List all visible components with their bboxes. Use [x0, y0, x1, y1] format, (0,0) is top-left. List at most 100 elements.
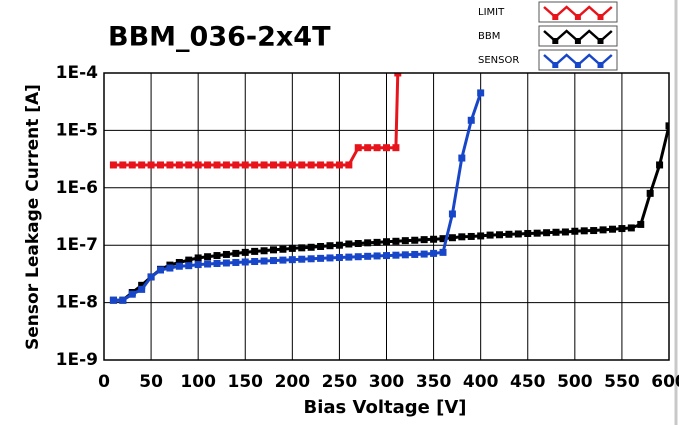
y-tick-label: 1E-5: [56, 120, 98, 140]
data-point: [458, 154, 466, 162]
data-point: [467, 232, 475, 240]
data-point: [524, 229, 532, 237]
data-point: [298, 255, 306, 263]
data-point: [458, 233, 466, 241]
data-point: [430, 235, 438, 243]
y-axis-title: Sensor Leakage Current [A]: [23, 84, 43, 350]
data-point: [270, 257, 277, 265]
legend-marker: [574, 38, 581, 44]
data-point: [533, 229, 541, 237]
data-point: [213, 161, 221, 169]
data-point: [175, 258, 183, 266]
x-tick-label: 250: [322, 372, 358, 392]
data-point: [204, 253, 212, 261]
x-tick-label: 350: [416, 372, 452, 392]
data-point: [241, 258, 249, 266]
x-tick-label: 150: [228, 372, 264, 392]
data-point: [326, 254, 334, 262]
data-point: [514, 230, 522, 238]
data-point: [411, 250, 419, 258]
data-point: [618, 225, 626, 233]
data-point: [335, 161, 343, 169]
data-point: [241, 161, 249, 169]
data-point: [185, 256, 193, 264]
data-point: [354, 253, 362, 261]
y-tick-label: 1E-9: [56, 350, 98, 370]
data-point: [204, 260, 212, 268]
data-point: [157, 266, 164, 274]
data-point: [222, 259, 230, 267]
data-point: [345, 253, 353, 261]
data-point: [128, 290, 136, 298]
data-point: [138, 285, 146, 293]
data-point: [345, 161, 353, 169]
data-point: [477, 89, 485, 97]
data-point: [448, 234, 456, 242]
data-point: [383, 252, 390, 260]
x-tick-label: 300: [369, 372, 405, 392]
data-point: [260, 247, 268, 255]
data-point: [561, 228, 569, 236]
data-point: [288, 256, 296, 264]
data-point: [439, 248, 447, 256]
data-point: [364, 239, 372, 247]
data-point: [166, 264, 174, 272]
data-point: [298, 244, 306, 252]
data-point: [401, 237, 409, 245]
data-point: [317, 242, 325, 250]
data-point: [279, 245, 287, 253]
data-point: [637, 220, 645, 228]
data-point: [317, 254, 325, 262]
data-point: [420, 236, 428, 244]
data-point: [392, 251, 400, 259]
data-point: [204, 161, 212, 169]
data-point: [307, 255, 315, 263]
data-point: [392, 144, 400, 152]
data-point: [439, 235, 447, 243]
data-point: [109, 296, 117, 304]
legend-label: SENSOR: [478, 55, 519, 66]
data-point: [599, 226, 607, 234]
y-tick-label: 1E-7: [56, 235, 98, 255]
data-point: [448, 210, 456, 218]
data-point: [373, 252, 381, 260]
data-point: [260, 161, 268, 169]
data-point: [166, 161, 174, 169]
x-axis-title: Bias Voltage [V]: [304, 397, 467, 418]
data-point: [307, 243, 315, 251]
data-point: [364, 144, 372, 152]
data-point: [571, 227, 579, 235]
y-tick-label: 1E-4: [56, 63, 98, 83]
x-tick-label: 200: [275, 372, 311, 392]
legend-label: BBM: [478, 31, 500, 42]
data-point: [279, 256, 287, 264]
data-point: [307, 161, 315, 169]
data-point: [222, 161, 230, 169]
legend-marker: [597, 62, 604, 68]
series-line: [113, 92, 483, 302]
data-point: [147, 273, 155, 281]
data-point: [232, 161, 240, 169]
data-point: [627, 224, 635, 232]
data-point: [326, 242, 334, 250]
data-point: [411, 236, 419, 244]
data-point: [260, 257, 268, 265]
data-point: [430, 249, 438, 257]
plot-area: [109, 73, 669, 304]
data-point: [335, 254, 343, 262]
data-point: [298, 161, 306, 169]
data-point: [185, 262, 193, 270]
data-point: [251, 161, 259, 169]
data-point: [194, 161, 202, 169]
data-point: [270, 246, 277, 254]
legend-marker: [597, 14, 604, 20]
data-point: [364, 252, 372, 260]
data-point: [580, 227, 588, 235]
data-point: [609, 225, 616, 233]
data-point: [373, 144, 381, 152]
data-point: [354, 240, 362, 248]
x-tick-label: 600: [651, 372, 679, 392]
data-point: [119, 161, 127, 169]
legend-marker: [552, 38, 559, 44]
x-tick-label: 400: [463, 372, 499, 392]
